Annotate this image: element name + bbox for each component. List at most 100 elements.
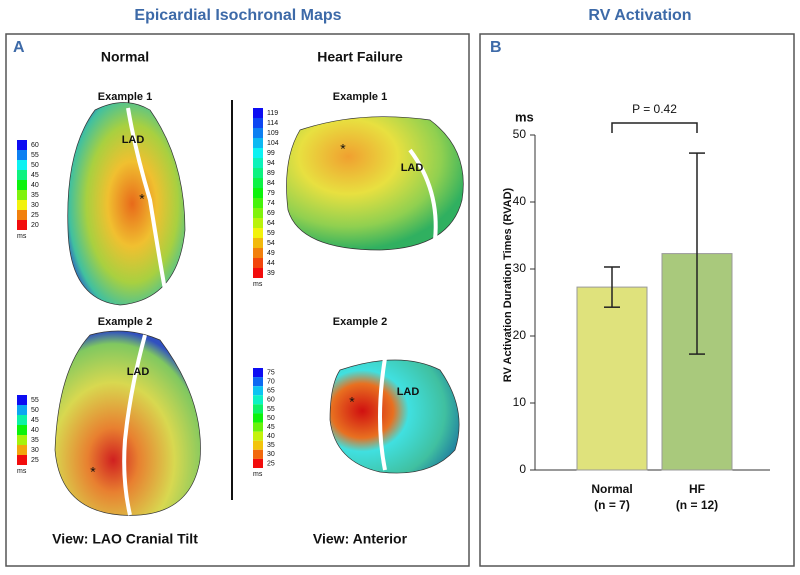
colorbar-cell (253, 178, 263, 188)
y-axis-label: RV Activation Duration Times (RVAD) (502, 187, 514, 382)
panel-title: Epicardial Isochronal Maps (134, 7, 341, 24)
annotation: P = 0.42 (632, 102, 677, 116)
panel-a-frame (5, 33, 470, 567)
colorbar-cell (253, 458, 263, 468)
x-tick-label: Normal (591, 482, 632, 496)
pacing-site: * (139, 191, 145, 207)
significance-bracket (611, 122, 698, 133)
colorbar-label: 44 (267, 260, 275, 267)
view-label: View: LAO Cranial Tilt (52, 531, 198, 547)
y-tick-label: 40 (513, 194, 527, 208)
heart-map (286, 116, 464, 251)
pacing-site: * (90, 464, 96, 480)
colorbar-label: 45 (31, 417, 39, 424)
colorbar-label: 50 (267, 415, 275, 422)
lad-label: LAD (122, 134, 145, 146)
colorbar-label: 30 (31, 202, 39, 209)
colorbar-cell (17, 445, 27, 455)
heart-map (67, 102, 186, 306)
colorbar-cell (17, 190, 27, 200)
colorbar-cell (253, 188, 263, 198)
panel-label: A (13, 39, 25, 56)
colorbar-label: 114 (267, 120, 278, 127)
colorbar-label: 70 (267, 378, 275, 385)
colorbar-label: 50 (31, 162, 39, 169)
y-tick-label: 30 (513, 261, 527, 275)
example-title: Example 2 (98, 316, 152, 328)
colorbar-cell (17, 160, 27, 170)
lad-label: LAD (401, 162, 424, 174)
colorbar-cell (253, 440, 263, 450)
colorbar-label: 40 (267, 433, 275, 440)
y-tick-label: 50 (513, 127, 527, 141)
colorbar-label: 104 (267, 140, 279, 147)
colorbar-cell (253, 431, 263, 441)
column-heading: Normal (101, 49, 149, 65)
colorbar-cell (253, 395, 263, 405)
bar (576, 286, 648, 471)
colorbar-label: 25 (31, 212, 39, 219)
colorbar-label: 35 (31, 437, 39, 444)
colorbar-unit: ms (253, 471, 263, 478)
colorbar-cell (253, 168, 263, 178)
colorbar-cell (253, 422, 263, 432)
view-label: View: Anterior (313, 531, 408, 547)
chart-title: RV Activation (588, 7, 691, 24)
colorbar-cell (17, 415, 27, 425)
colorbar-label: 30 (267, 451, 275, 458)
colorbar-label: 50 (31, 407, 39, 414)
colorbar-cell (17, 170, 27, 180)
colorbar-label: 64 (267, 220, 275, 227)
colorbar-label: 74 (267, 200, 275, 207)
lad-vessel (122, 334, 147, 516)
y-tick-label: 20 (513, 328, 527, 342)
colorbar-label: 40 (31, 182, 39, 189)
colorbar-label: 45 (267, 424, 275, 431)
colorbar-label: 119 (267, 110, 278, 117)
example-title: Example 1 (333, 91, 387, 103)
colorbar-label: 40 (31, 427, 39, 434)
colorbar-label: 35 (267, 442, 275, 449)
colorbar-cell (17, 435, 27, 445)
colorbar-label: 25 (267, 460, 275, 467)
colorbar-cell (253, 404, 263, 414)
colorbar-cell (253, 413, 263, 423)
colorbar-label: 55 (31, 397, 39, 404)
colorbar-label: 84 (267, 180, 275, 187)
y-tick-label: 10 (513, 395, 527, 409)
colorbar-cell (253, 268, 263, 278)
sample-size: (n = 7) (594, 498, 630, 512)
colorbar-cell (253, 377, 263, 387)
colorbar-cell (17, 210, 27, 220)
example-title: Example 1 (98, 91, 152, 103)
lad-vessel (408, 148, 438, 241)
colorbar-label: 69 (267, 210, 275, 217)
y-axis-unit: ms (515, 109, 534, 124)
colorbar-cell (253, 208, 263, 218)
colorbar-label: 75 (267, 369, 275, 376)
colorbar-label: 20 (31, 222, 39, 229)
colorbar-label: 59 (267, 230, 275, 237)
pacing-site: * (349, 394, 355, 410)
colorbar-label: 30 (31, 447, 39, 454)
panel-label: B (490, 39, 502, 56)
lad-vessel (126, 107, 167, 291)
colorbar-cell (253, 128, 263, 138)
colorbar-cell (17, 425, 27, 435)
colorbar-cell (17, 150, 27, 160)
colorbar-cell (17, 220, 27, 230)
colorbar-cell (17, 180, 27, 190)
colorbar-label: 49 (267, 250, 275, 257)
colorbar-label: 65 (267, 388, 275, 395)
colorbar-cell (253, 258, 263, 268)
example-title: Example 2 (333, 316, 387, 328)
colorbar-label: 94 (267, 160, 275, 167)
colorbar-cell (253, 108, 263, 118)
colorbar-cell (253, 218, 263, 228)
colorbar-unit: ms (17, 468, 27, 475)
colorbar-label: 60 (31, 142, 39, 149)
colorbar-cell (253, 248, 263, 258)
colorbar-cell (253, 386, 263, 396)
colorbar-unit: ms (253, 281, 263, 288)
